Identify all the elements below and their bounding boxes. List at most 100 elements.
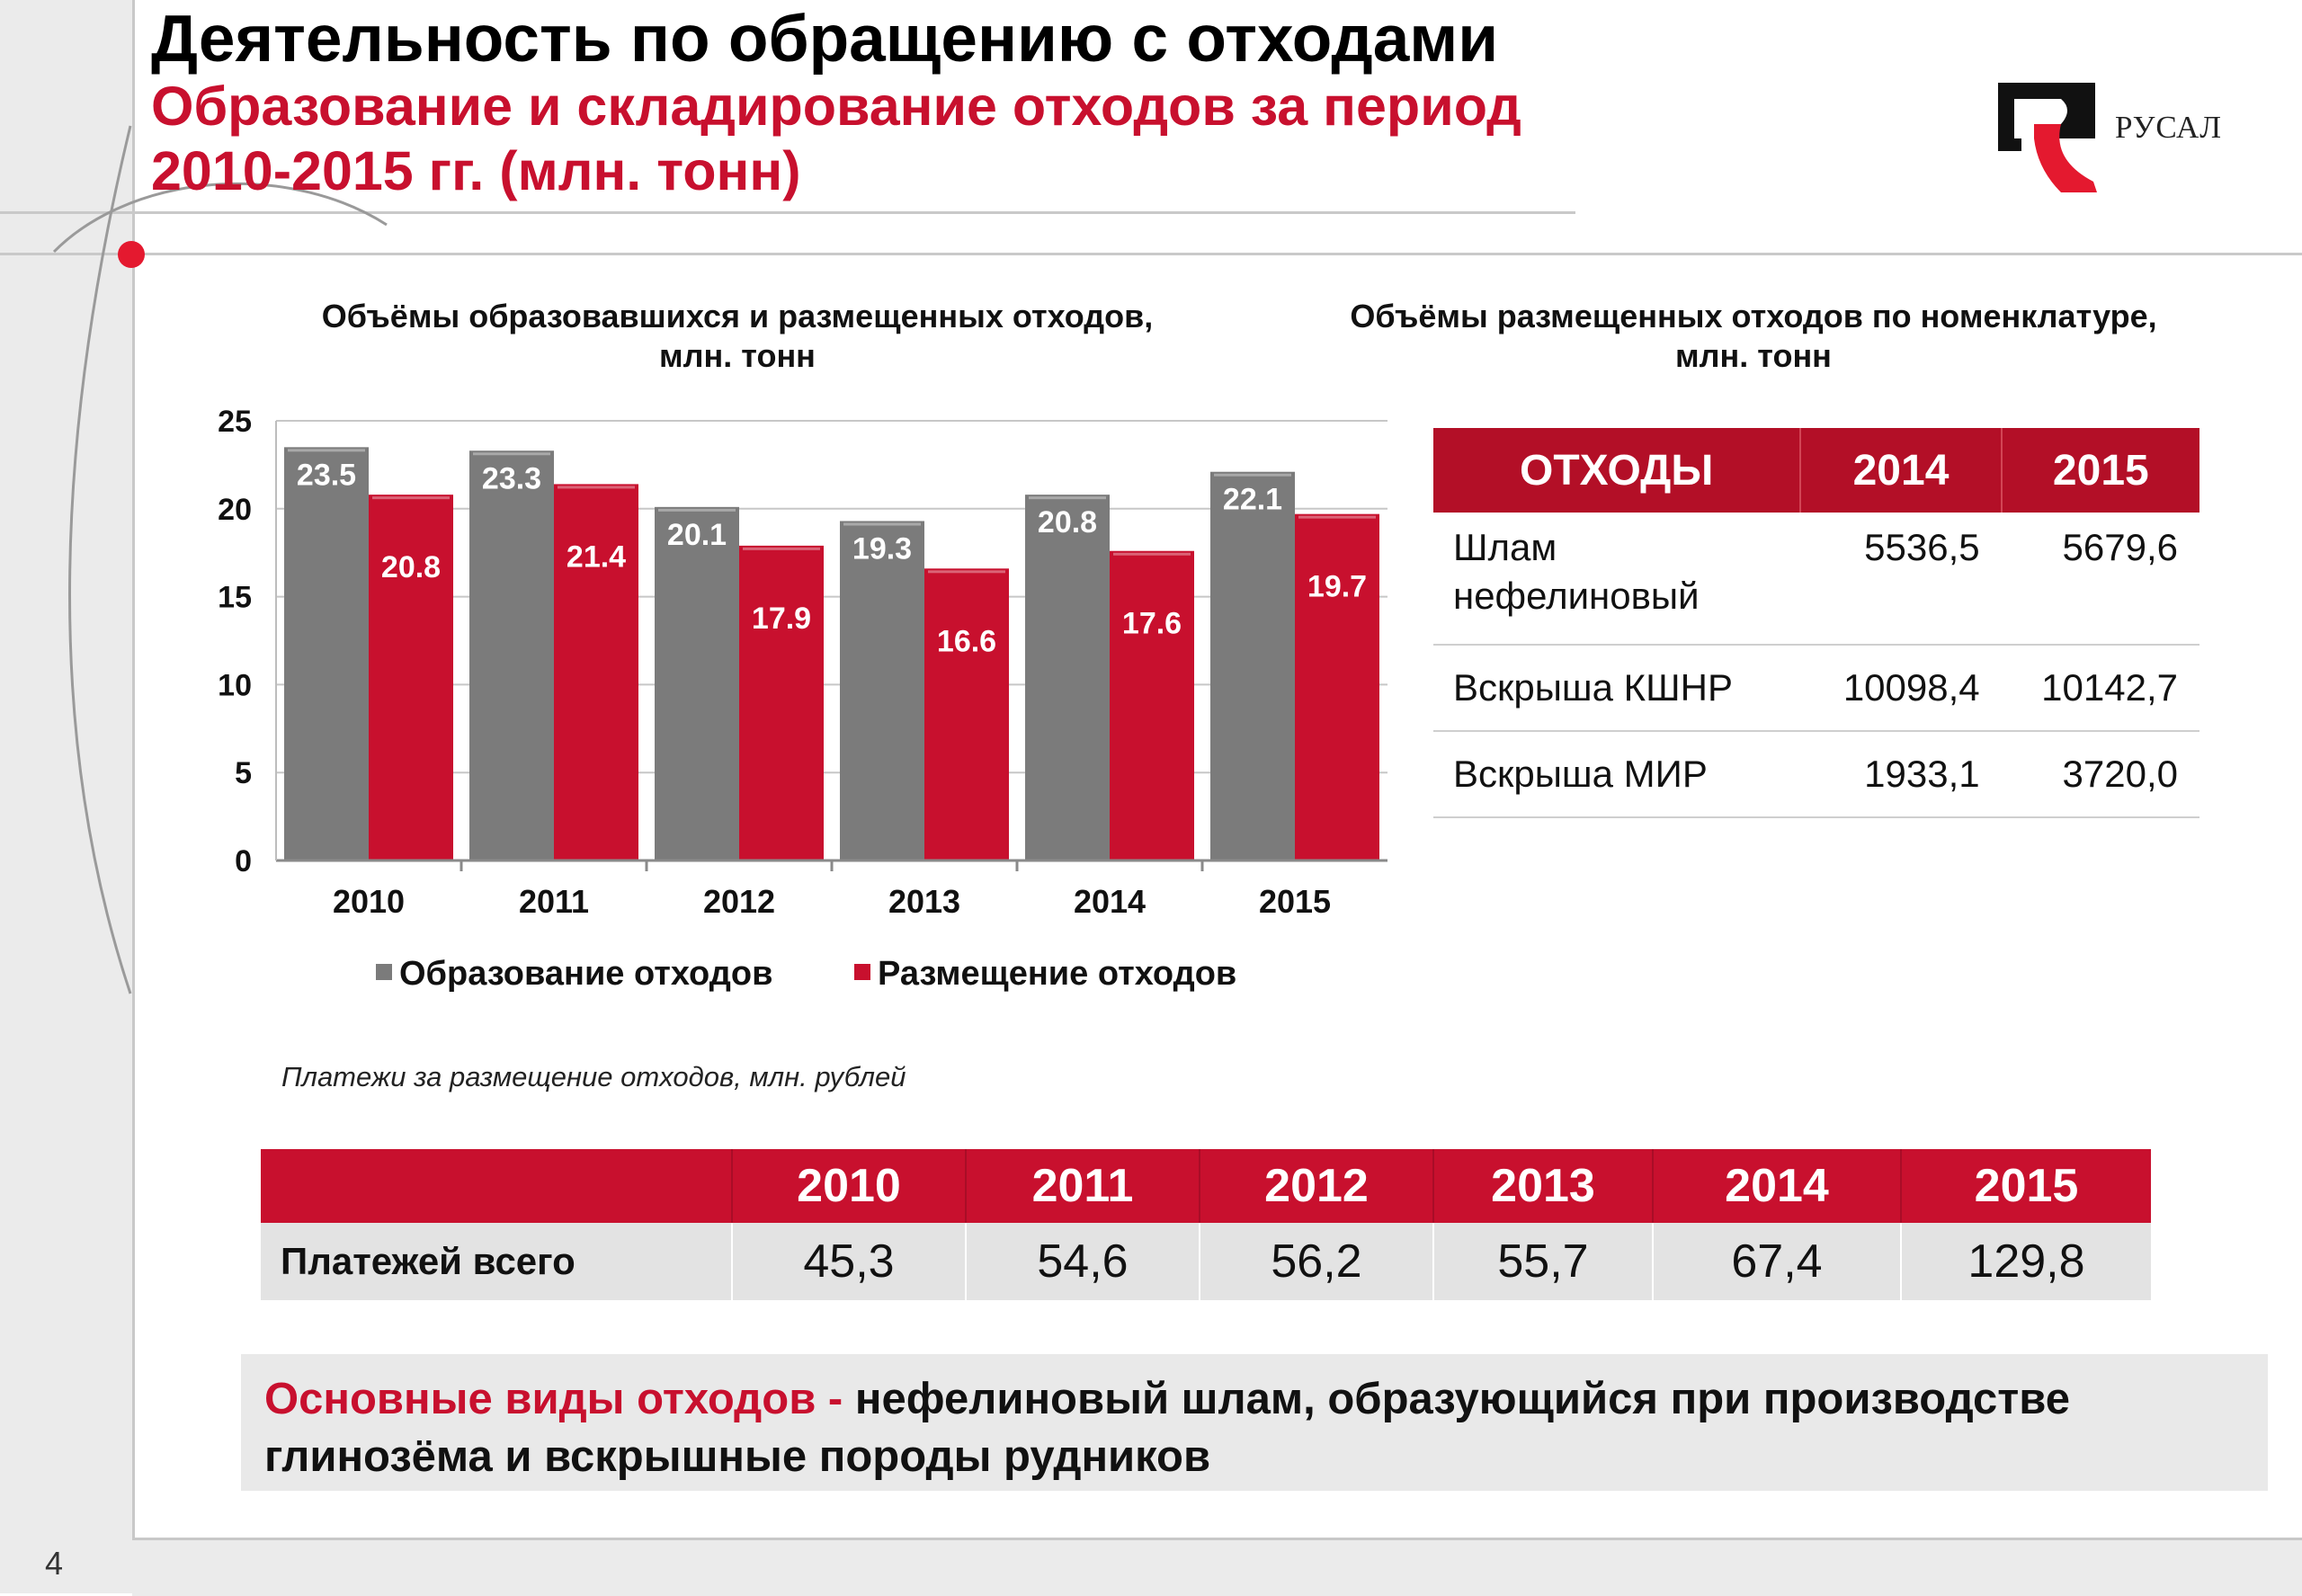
bar-data-label: 19.3	[852, 531, 912, 566]
payments-year-2014: 2014	[1653, 1149, 1902, 1223]
legend-item-formation: Образование отходов	[376, 955, 772, 994]
page-number: 4	[45, 1545, 64, 1582]
payments-year-2012: 2012	[1200, 1149, 1434, 1223]
subtitle-line-2: 2010-2015 гг. (млн. тонн)	[151, 140, 801, 201]
bar-data-labels: 23.5 20.8 23.3 21.4 20.1 17.9 19.3 16.6 20.8 17.6…	[297, 458, 1367, 658]
note-text: Основные виды отходов - нефелиновый шлам…	[264, 1370, 2252, 1485]
chart-bars	[284, 447, 1379, 860]
red-dot	[118, 241, 145, 268]
bar-highlight	[1214, 473, 1291, 477]
waste-row-name-line-1: Шлам	[1453, 526, 1557, 568]
bar-data-label: 23.5	[297, 458, 356, 492]
right-chart-title-line-1: Объёмы размещенных отходов по номенклату…	[1350, 298, 2157, 334]
payments-year-2015: 2015	[1901, 1149, 2151, 1223]
bar-placement	[369, 495, 453, 860]
waste-row-name: Вскрыша МИР	[1433, 731, 1801, 818]
subtitle-line-1: Образование и складирование отходов за п…	[151, 76, 1521, 137]
note-box: Основные виды отходов - нефелиновый шлам…	[241, 1354, 2268, 1491]
bottom-band	[132, 1538, 2302, 1596]
bar-highlight	[928, 570, 1005, 574]
left-chart-title-line-1: Объёмы образовавшихся и размещенных отхо…	[321, 298, 1154, 334]
bar-highlight	[372, 496, 450, 500]
bar-formation	[840, 521, 924, 860]
table-row: Платежей всего 45,3 54,6 56,2 55,7 67,4 …	[261, 1223, 2151, 1300]
bar-data-label: 19.7	[1307, 570, 1367, 604]
payments-value-2011: 54,6	[966, 1223, 1200, 1300]
payments-row-label: Платежей всего	[261, 1223, 733, 1300]
bar-placement	[1295, 513, 1379, 860]
payments-year-2010: 2010	[732, 1149, 967, 1223]
waste-row-name: Шлам нефелиновый	[1433, 513, 1801, 646]
bar-highlight	[1298, 515, 1376, 519]
waste-value-2014: 1933,1	[1800, 731, 2002, 818]
bar-placement	[1110, 550, 1194, 860]
payments-caption: Платежи за размещение отходов, млн. рубл…	[281, 1061, 906, 1092]
bar-data-label: 21.4	[567, 539, 626, 574]
note-highlight: Основные виды отходов -	[264, 1375, 843, 1423]
left-chart-title-line-2: млн. тонн	[659, 337, 816, 374]
bar-data-label: 22.1	[1223, 483, 1282, 517]
payments-value-2010: 45,3	[732, 1223, 967, 1300]
waste-header-2014: 2014	[1800, 428, 2003, 513]
payments-year-2013: 2013	[1433, 1149, 1654, 1223]
bar-data-label: 20.1	[667, 518, 727, 552]
legend-swatch-red	[854, 963, 870, 980]
legend-item-placement: Размещение отходов	[854, 955, 1236, 994]
bar-highlight	[658, 508, 736, 512]
payments-value-2012: 56,2	[1200, 1223, 1434, 1300]
bar-chart: 0 5 10 15 20 25 23.5 20.8 23.3 21.4 20.1 17.9 19.3 1…	[218, 405, 1387, 920]
y-axis-ticks: 0 5 10 15 20 25	[218, 405, 252, 878]
payments-value-2014: 67,4	[1653, 1223, 1902, 1300]
bar-data-label: 23.3	[482, 461, 541, 495]
y-tick-label: 0	[235, 844, 252, 878]
x-tick-label: 2013	[888, 883, 960, 920]
rusal-logo-icon	[1998, 83, 2097, 192]
y-tick-label: 10	[218, 668, 252, 702]
bar-highlight	[1113, 552, 1191, 556]
waste-table: ОТХОДЫ 2014 2015 Шлам нефелиновый 5536,5…	[1433, 428, 2199, 818]
payments-value-2015: 129,8	[1901, 1223, 2151, 1300]
bar-highlight	[843, 522, 921, 526]
bar-highlight	[743, 547, 820, 550]
bar-data-label: 16.6	[937, 624, 996, 658]
bar-placement	[554, 484, 638, 860]
header-divider-long	[0, 253, 2302, 255]
waste-table-header: ОТХОДЫ 2014 2015	[1433, 428, 2199, 513]
bar-formation	[655, 506, 739, 860]
bar-data-label: 17.9	[752, 602, 811, 636]
bar-placement	[739, 545, 824, 860]
waste-value-2015: 5679,6	[2001, 513, 2199, 646]
x-tick-label: 2011	[519, 883, 589, 920]
left-chart-title: Объёмы образовавшихся и размещенных отхо…	[261, 297, 1214, 376]
x-tick-label: 2010	[333, 883, 405, 920]
page-subtitle: Образование и складирование отходов за п…	[151, 74, 1521, 203]
left-panel	[0, 0, 135, 1593]
waste-value-2014: 5536,5	[1800, 513, 2002, 646]
legend-label-formation: Образование отходов	[399, 955, 773, 993]
waste-value-2014: 10098,4	[1800, 645, 2002, 732]
bar-formation	[469, 450, 554, 860]
right-chart-title: Объёмы размещенных отходов по номенклату…	[1295, 297, 2212, 376]
waste-value-2015: 10142,7	[2001, 645, 2199, 732]
logo-text: РУСАЛ	[2115, 110, 2222, 145]
legend-label-placement: Размещение отходов	[878, 955, 1237, 993]
bar-highlight	[288, 449, 365, 452]
y-tick-label: 15	[218, 581, 252, 615]
waste-row-name-line-2: нефелиновый	[1453, 575, 1700, 617]
payments-table: 2010 2011 2012 2013 2014 2015 Платежей в…	[261, 1149, 2151, 1300]
payments-header-empty	[261, 1149, 733, 1223]
waste-header-2015: 2015	[2001, 428, 2199, 513]
y-tick-label: 25	[218, 405, 252, 439]
table-row: Вскрыша МИР 1933,1 3720,0	[1433, 731, 2199, 818]
note-body: нефелиновый шлам, образующийся при произ…	[264, 1375, 2071, 1481]
bar-data-label: 17.6	[1122, 607, 1182, 641]
payments-value-2013: 55,7	[1433, 1223, 1654, 1300]
bar-formation	[284, 447, 369, 860]
x-tick-label: 2015	[1259, 883, 1331, 920]
page-title: Деятельность по обращению с отходами	[151, 3, 1499, 76]
right-chart-title-line-2: млн. тонн	[1675, 337, 1832, 374]
payments-header-row: 2010 2011 2012 2013 2014 2015	[261, 1149, 2151, 1223]
waste-header-name: ОТХОДЫ	[1433, 428, 1802, 513]
payments-year-2011: 2011	[966, 1149, 1200, 1223]
